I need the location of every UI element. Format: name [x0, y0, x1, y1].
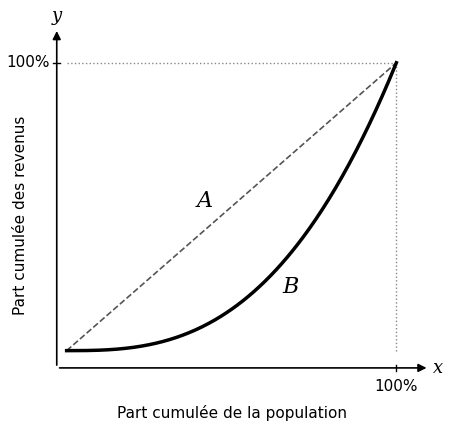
Text: B: B: [283, 276, 299, 298]
Text: 100%: 100%: [7, 55, 50, 70]
Text: 100%: 100%: [374, 380, 418, 394]
Text: Part cumulée des revenus: Part cumulée des revenus: [13, 115, 28, 315]
Text: Part cumulée de la population: Part cumulée de la population: [117, 405, 346, 421]
Text: x: x: [432, 359, 443, 377]
Text: y: y: [52, 7, 62, 25]
Text: A: A: [197, 190, 213, 212]
